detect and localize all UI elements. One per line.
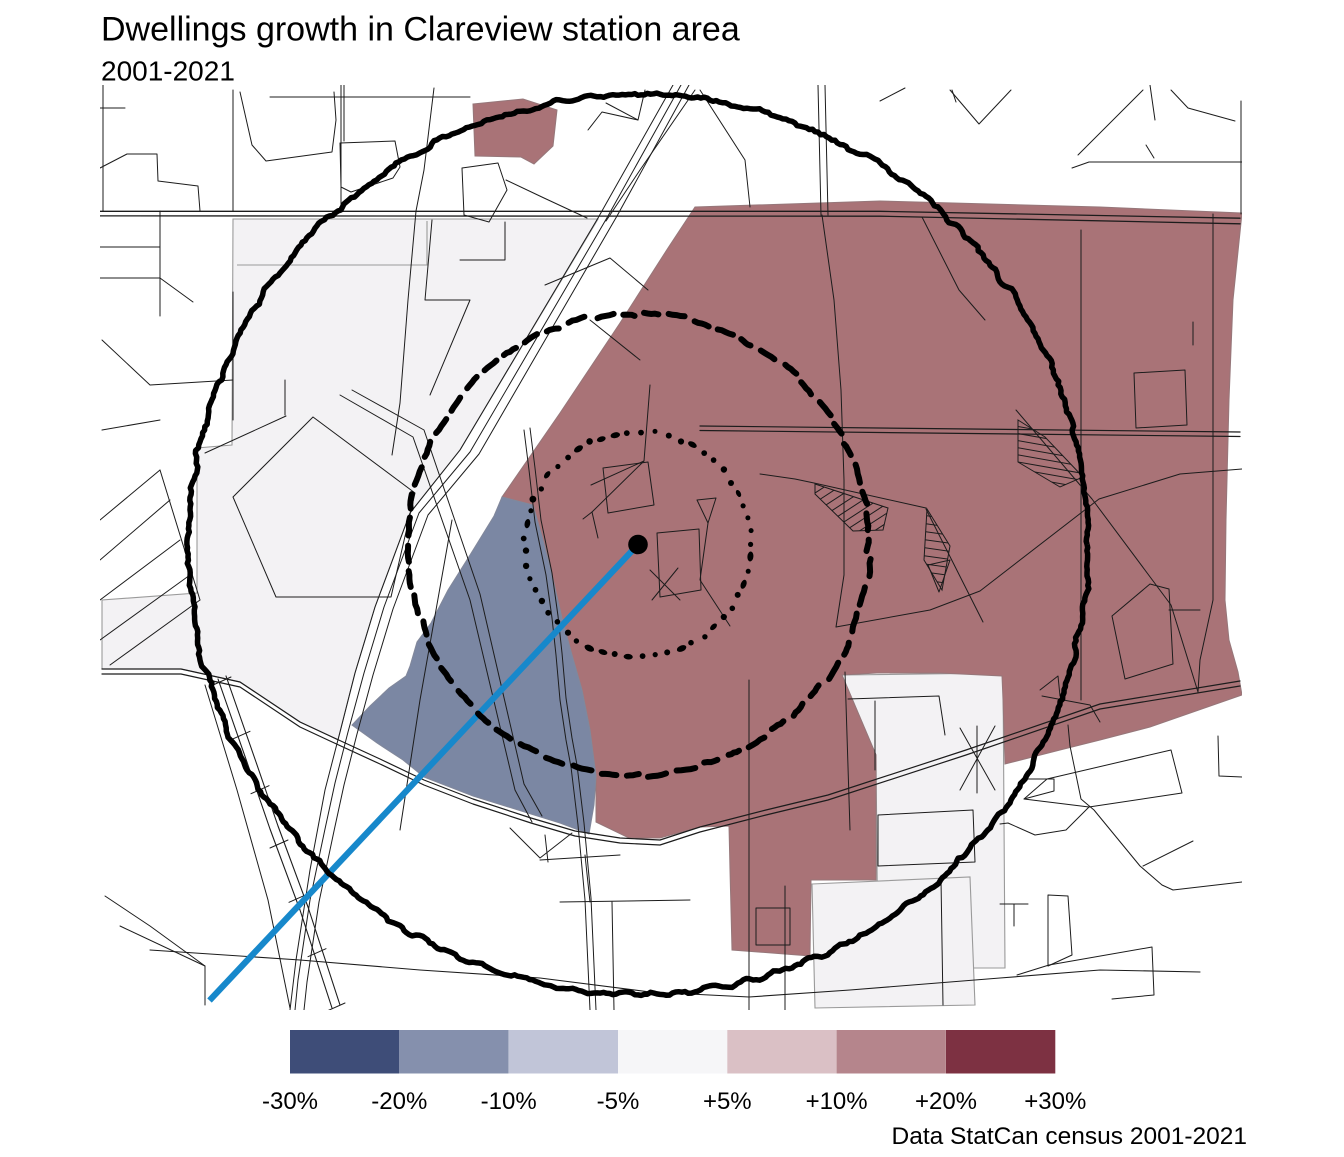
svg-text:-5%: -5% xyxy=(597,1088,640,1115)
svg-text:Dwellings growth in Clareview: Dwellings growth in Clareview station ar… xyxy=(101,11,740,49)
svg-text:-20%: -20% xyxy=(371,1088,427,1115)
svg-text:+30%: +30% xyxy=(1024,1088,1086,1115)
svg-text:+10%: +10% xyxy=(806,1088,868,1115)
svg-text:Data StatCan census 2001-2021: Data StatCan census 2001-2021 xyxy=(892,1123,1248,1150)
svg-text:2001-2021: 2001-2021 xyxy=(101,56,235,87)
svg-text:-30%: -30% xyxy=(262,1088,318,1115)
svg-text:+20%: +20% xyxy=(915,1088,977,1115)
svg-text:+5%: +5% xyxy=(703,1088,752,1115)
svg-text:-10%: -10% xyxy=(481,1088,537,1115)
